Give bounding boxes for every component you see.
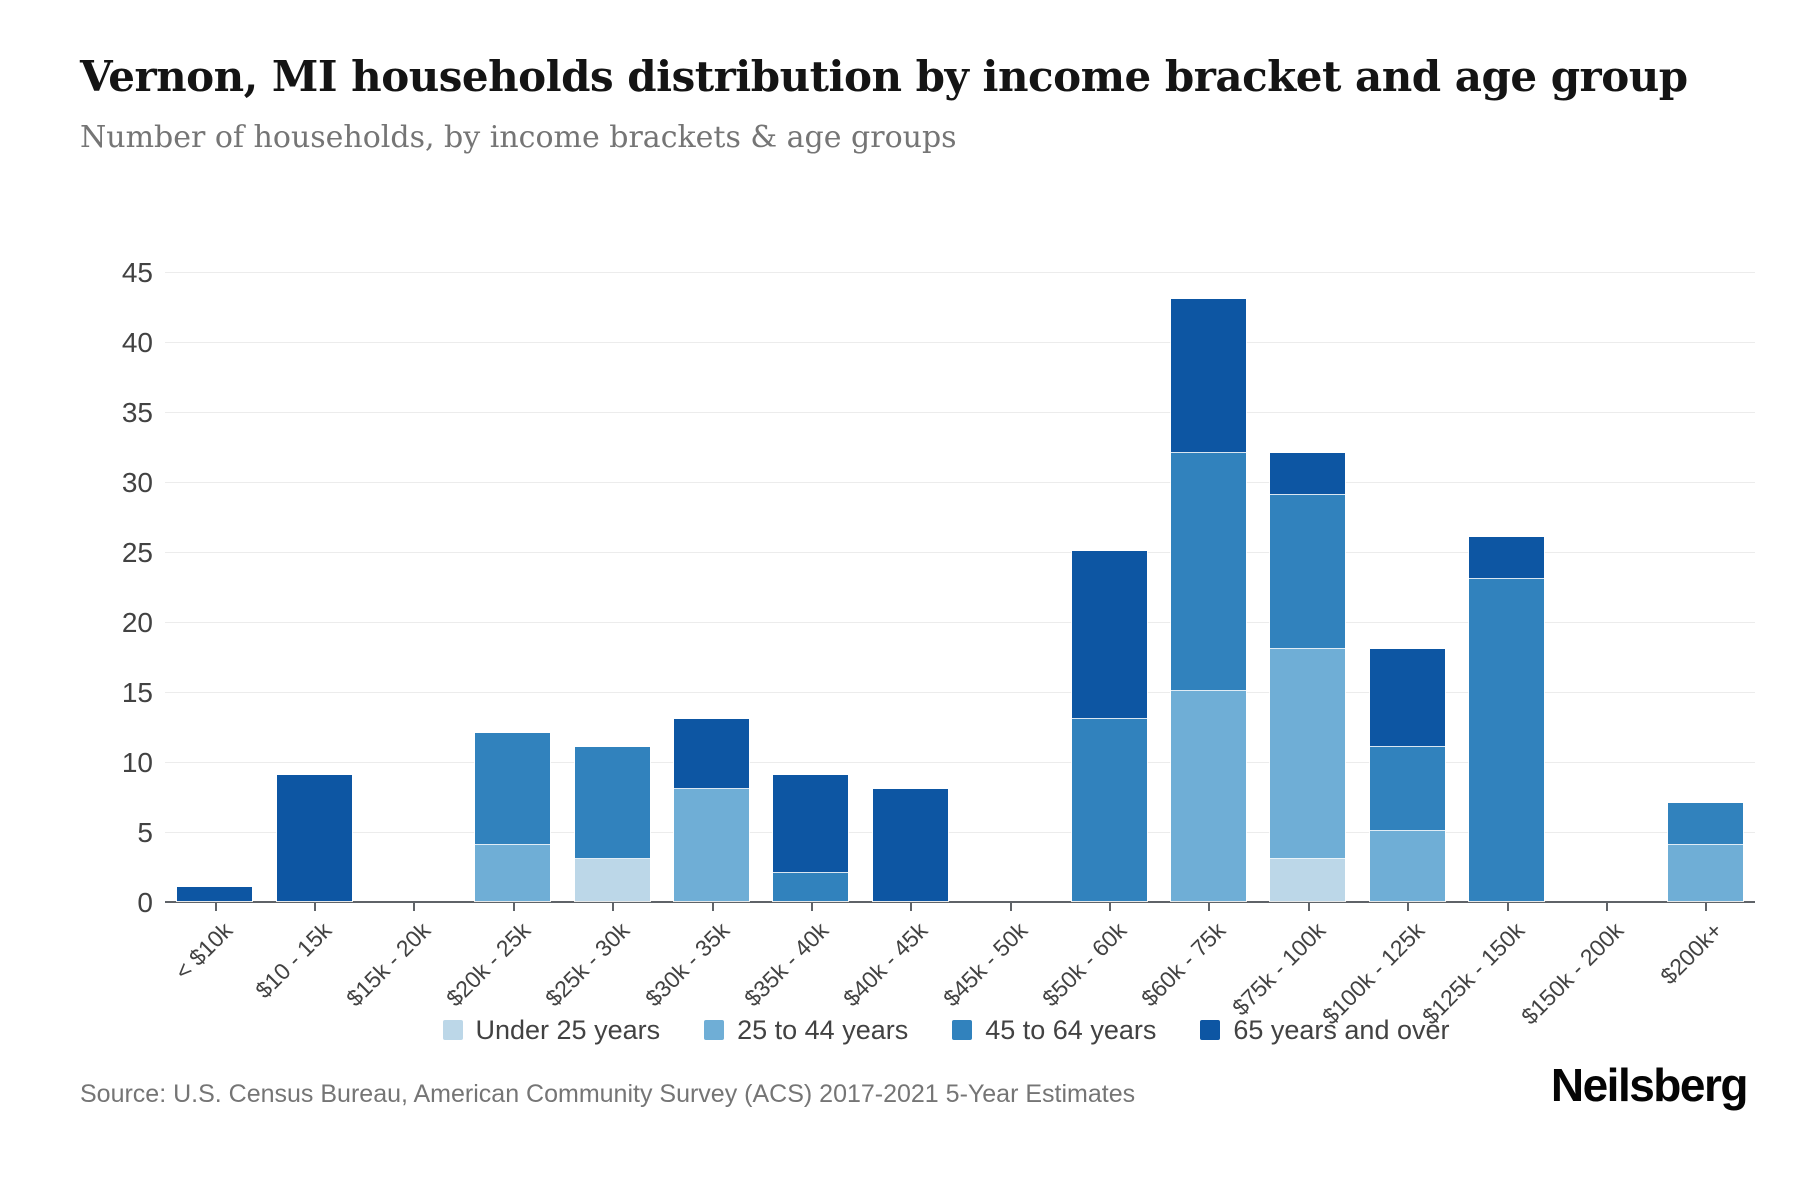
gridline-y-15: [165, 692, 1755, 693]
gridline-y-10: [165, 762, 1755, 763]
bar-$100k - 125k[interactable]: [1368, 648, 1446, 902]
x-tick: [1605, 903, 1608, 911]
x-tick: [1407, 903, 1410, 911]
bar-segment-65 years and over[interactable]: [1070, 550, 1148, 720]
x-tick: [214, 903, 217, 911]
bar-segment-45 to 64 years[interactable]: [1368, 746, 1446, 832]
bar-$50k - 60k[interactable]: [1070, 550, 1148, 902]
gridline-y-20: [165, 622, 1755, 623]
bar-$200k+[interactable]: [1666, 802, 1744, 902]
bar-segment-65 years and over[interactable]: [1468, 536, 1546, 580]
bar-$10 - 15k[interactable]: [275, 774, 353, 902]
bar-segment-25 to 44 years[interactable]: [1269, 648, 1347, 860]
y-tick-label-20: 20: [121, 607, 153, 638]
bar-segment-65 years and over[interactable]: [871, 788, 949, 902]
x-tick: [512, 903, 515, 911]
legend-label: 45 to 64 years: [985, 1014, 1157, 1045]
source-note: Source: U.S. Census Bureau, American Com…: [80, 1080, 1136, 1108]
legend-item-65 years and over[interactable]: 65 years and over: [1200, 1014, 1450, 1046]
y-tick-label-5: 5: [137, 817, 153, 848]
legend-swatch-icon: [952, 1020, 973, 1040]
bar-segment-45 to 64 years[interactable]: [1070, 718, 1148, 902]
y-tick-label-30: 30: [121, 467, 153, 498]
x-tick: [810, 903, 813, 911]
bar-$35k - 40k[interactable]: [772, 774, 850, 902]
bar-segment-45 to 64 years[interactable]: [1666, 802, 1744, 846]
y-tick-label-15: 15: [121, 677, 153, 708]
gridline-y-5: [165, 832, 1755, 833]
bar-segment-65 years and over[interactable]: [673, 718, 751, 790]
x-tick: [1705, 903, 1708, 911]
bar-segment-25 to 44 years[interactable]: [474, 844, 552, 902]
legend-label: 25 to 44 years: [737, 1014, 909, 1045]
bar-segment-65 years and over[interactable]: [1368, 648, 1446, 748]
y-tick-label-10: 10: [121, 747, 153, 778]
x-tick: [1009, 903, 1012, 911]
legend-swatch-icon: [1200, 1020, 1221, 1040]
x-tick: [1307, 903, 1310, 911]
x-axis-line: [165, 901, 1755, 903]
plot-area: [165, 272, 1755, 903]
x-tick: [612, 903, 615, 911]
bar-segment-25 to 44 years[interactable]: [673, 788, 751, 902]
bar-segment-65 years and over[interactable]: [275, 774, 353, 902]
y-tick-label-0: 0: [137, 887, 153, 918]
y-tick-label-40: 40: [121, 327, 153, 358]
bar-segment-65 years and over[interactable]: [176, 886, 254, 902]
bar-segment-45 to 64 years[interactable]: [573, 746, 651, 860]
gridline-y-45: [165, 272, 1755, 273]
x-tick: [413, 903, 416, 911]
legend-item-25 to 44 years[interactable]: 25 to 44 years: [704, 1015, 908, 1046]
x-tick: [910, 903, 913, 911]
x-tick: [1109, 903, 1112, 911]
bar-segment-45 to 64 years[interactable]: [1269, 494, 1347, 650]
bar-$30k - 35k[interactable]: [673, 718, 751, 902]
bar-segment-65 years and over[interactable]: [772, 774, 850, 874]
legend-label: 65 years and over: [1233, 1014, 1450, 1045]
page-title: Vernon, MI households distribution by in…: [80, 52, 1688, 101]
gridline-y-25: [165, 552, 1755, 553]
y-tick-label-25: 25: [121, 537, 153, 568]
bar-segment-25 to 44 years[interactable]: [1368, 830, 1446, 902]
bar-segment-45 to 64 years[interactable]: [1169, 452, 1247, 692]
bar-$20k - 25k[interactable]: [474, 732, 552, 902]
bar-segment-Under 25 years[interactable]: [573, 858, 651, 902]
y-tick-label-35: 35: [121, 397, 153, 428]
brand-logo[interactable]: Neilsberg: [1550, 1059, 1749, 1111]
legend-swatch-icon: [442, 1020, 463, 1040]
bar-segment-Under 25 years[interactable]: [1269, 858, 1347, 902]
bar-< $10k[interactable]: [176, 886, 254, 902]
bar-segment-45 to 64 years[interactable]: [474, 732, 552, 846]
bar-segment-45 to 64 years[interactable]: [772, 872, 850, 902]
x-tick: [1208, 903, 1211, 911]
x-tick: [1506, 903, 1509, 911]
bar-segment-65 years and over[interactable]: [1269, 452, 1347, 496]
bar-segment-25 to 44 years[interactable]: [1666, 844, 1744, 902]
bar-$125k - 150k[interactable]: [1468, 536, 1546, 902]
chart-legend: Under 25 years 25 to 44 years 45 to 64 yea…: [46, 1008, 1800, 1052]
bar-$40k - 45k[interactable]: [871, 788, 949, 902]
gridline-y-40: [165, 342, 1755, 343]
gridline-y-35: [165, 412, 1755, 413]
legend-swatch-icon: [704, 1020, 725, 1040]
legend-label: Under 25 years: [475, 1014, 661, 1045]
bar-$25k - 30k[interactable]: [573, 746, 651, 902]
legend-item-45 to 64 years[interactable]: 45 to 64 years: [952, 1015, 1156, 1046]
x-tick: [314, 903, 317, 911]
bar-segment-45 to 64 years[interactable]: [1468, 578, 1546, 902]
legend-item-Under 25 years[interactable]: Under 25 years: [442, 1014, 661, 1046]
bar-segment-65 years and over[interactable]: [1169, 298, 1247, 454]
page-subtitle: Number of households, by income brackets…: [80, 120, 957, 155]
y-tick-label-45: 45: [121, 257, 153, 288]
x-tick: [711, 903, 714, 911]
bar-$75k - 100k[interactable]: [1269, 452, 1347, 902]
gridline-y-30: [165, 482, 1755, 483]
bar-$60k - 75k[interactable]: [1169, 298, 1247, 902]
bar-segment-25 to 44 years[interactable]: [1169, 690, 1247, 902]
